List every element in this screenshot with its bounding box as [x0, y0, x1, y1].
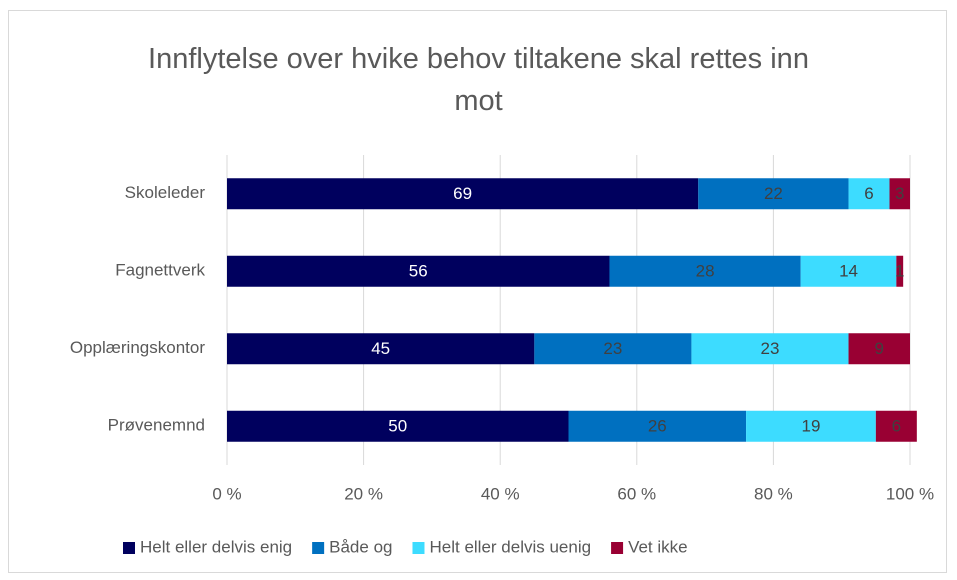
- legend-label: Vet ikke: [628, 537, 688, 556]
- x-tick-label: 40 %: [481, 484, 520, 503]
- x-tick-label: 20 %: [344, 484, 383, 503]
- data-label: 50: [388, 417, 407, 436]
- data-label: 14: [839, 262, 858, 281]
- data-label: 45: [371, 339, 390, 358]
- bar-segment: [746, 410, 876, 442]
- bar-segment: [609, 255, 801, 287]
- data-label: 1: [895, 262, 904, 281]
- bar-segment: [227, 333, 535, 365]
- data-label: 26: [648, 417, 667, 436]
- bar-segment: [698, 178, 849, 210]
- y-tick-label: Prøvenemnd: [108, 416, 205, 435]
- bar-segment: [875, 410, 917, 442]
- bar-segment: [227, 255, 610, 287]
- x-tick-label: 60 %: [617, 484, 656, 503]
- legend-swatch: [611, 542, 624, 554]
- y-tick-label: Skoleleder: [125, 183, 206, 202]
- data-label: 23: [603, 339, 622, 358]
- x-tick-label: 80 %: [754, 484, 793, 503]
- legend-swatch: [123, 542, 135, 554]
- legend-swatch: [312, 542, 325, 554]
- bar-segment: [848, 178, 890, 210]
- data-label: 23: [761, 339, 780, 358]
- data-label: 19: [802, 417, 821, 436]
- bar-segment: [848, 333, 910, 365]
- x-tick-label: 0 %: [212, 484, 241, 503]
- y-tick-label: Fagnettverk: [115, 261, 205, 280]
- data-label: 6: [864, 184, 873, 203]
- bar-segment: [896, 255, 904, 287]
- data-label: 3: [895, 184, 904, 203]
- legend-label: Både og: [329, 537, 392, 556]
- data-label: 22: [764, 184, 783, 203]
- bar-segment: [568, 410, 747, 442]
- data-label: 69: [453, 184, 472, 203]
- bar-segment: [534, 333, 692, 365]
- data-label: 6: [892, 417, 901, 436]
- bar-segment: [227, 410, 569, 442]
- data-label: 9: [875, 339, 884, 358]
- x-tick-label: 100 %: [886, 484, 934, 503]
- y-tick-label: Opplæringskontor: [70, 338, 205, 357]
- bar-segment: [227, 178, 699, 210]
- bar-segment: [800, 255, 897, 287]
- bar-segment: [691, 333, 849, 365]
- legend-swatch: [412, 542, 425, 554]
- legend-label: Helt eller delvis enig: [140, 537, 292, 556]
- chart-border: [8, 10, 947, 573]
- legend-label: Helt eller delvis uenig: [429, 537, 591, 556]
- chart-title: Innflytelse over hvike behov tiltakene s…: [148, 43, 809, 117]
- bar-segment: [889, 178, 910, 210]
- data-label: 56: [409, 262, 428, 281]
- data-label: 28: [696, 262, 715, 281]
